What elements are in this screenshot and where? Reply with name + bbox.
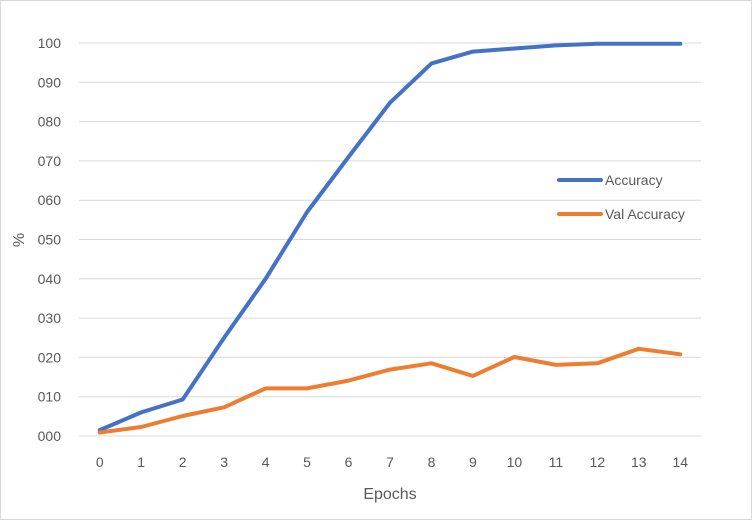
y-tick-label: 050	[38, 232, 62, 248]
x-tick-label: 7	[386, 454, 394, 470]
y-axis-title: %	[11, 233, 28, 247]
y-tick-label: 070	[38, 153, 62, 169]
y-tick-label: 060	[38, 192, 62, 208]
x-tick-label: 1	[137, 454, 145, 470]
x-tick-label: 4	[262, 454, 270, 470]
legend-label: Accuracy	[605, 172, 663, 188]
legend: Accuracy Val Accuracy	[557, 172, 685, 222]
y-tick-label: 040	[38, 271, 62, 287]
y-axis-tick-labels: 000 010 020 030 040 050 060 070 080 090 100	[38, 35, 62, 444]
x-tick-label: 5	[303, 454, 311, 470]
legend-label: Val Accuracy	[605, 206, 685, 222]
y-tick-label: 020	[38, 349, 62, 365]
x-tick-label: 2	[179, 454, 187, 470]
x-tick-label: 14	[672, 454, 688, 470]
x-tick-label: 6	[345, 454, 353, 470]
x-tick-label: 13	[631, 454, 647, 470]
series-lines	[97, 41, 683, 435]
y-tick-label: 000	[38, 428, 62, 444]
y-tick-label: 080	[38, 114, 62, 130]
x-tick-label: 12	[590, 454, 606, 470]
y-tick-label: 100	[38, 35, 62, 51]
x-tick-label: 10	[507, 454, 523, 470]
series-line-val-accuracy	[97, 346, 683, 435]
x-axis-title: Epochs	[363, 486, 416, 503]
x-axis-tick-labels: 0 1 2 3 4 5 6 7 8 9 10 11 12 13 14	[96, 454, 688, 470]
x-tick-label: 3	[220, 454, 228, 470]
x-tick-label: 11	[549, 454, 564, 470]
x-tick-label: 8	[428, 454, 436, 470]
y-tick-label: 030	[38, 310, 62, 326]
series-line-accuracy	[97, 41, 683, 433]
x-tick-label: 9	[469, 454, 477, 470]
x-tick-label: 0	[96, 454, 104, 470]
y-tick-label: 010	[38, 389, 62, 405]
y-tick-label: 090	[38, 74, 62, 90]
